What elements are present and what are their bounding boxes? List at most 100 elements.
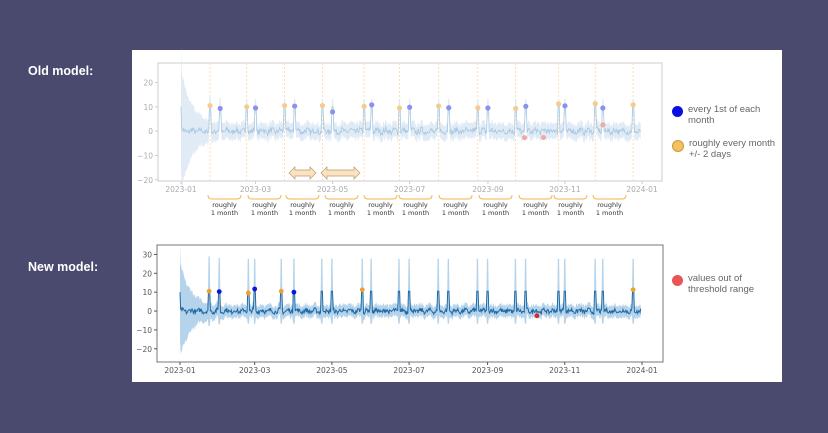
double-arrow-icon <box>320 166 361 180</box>
bracket <box>285 194 320 200</box>
x-tick-label: 2023-01 <box>165 185 197 194</box>
new-model-label: New model: <box>28 260 99 274</box>
bracket <box>478 194 513 200</box>
x-tick-label: 2023-05 <box>316 366 348 375</box>
bracket-label: roughly <box>483 201 508 209</box>
blue-marker <box>485 105 491 111</box>
orange-marker <box>556 101 562 107</box>
orange-marker <box>281 102 288 109</box>
orange-marker <box>319 102 326 109</box>
legend-item-monthly-first: every 1st of each month <box>672 104 782 126</box>
x-tick-label: 2023-11 <box>549 185 581 194</box>
bracket-label: 1 month <box>402 209 429 217</box>
bracket-label: 1 month <box>442 209 469 217</box>
blue-marker <box>523 103 529 109</box>
bracket-label: roughly <box>403 201 428 209</box>
bracket-label: 1 month <box>211 209 238 217</box>
bracket-label: roughly <box>443 201 468 209</box>
y-tick-label: 0 <box>147 307 152 316</box>
legend-item-roughly-monthly: roughly every month +/- 2 days <box>672 138 782 160</box>
orange-marker <box>592 101 598 107</box>
bracket-label: roughly <box>523 201 548 209</box>
old-model-label: Old model: <box>28 64 94 78</box>
x-tick-label: 2023-09 <box>472 185 504 194</box>
orange-marker <box>436 103 442 109</box>
orange-marker <box>396 105 403 111</box>
orange-marker <box>206 288 212 294</box>
y-tick-label: 0 <box>148 127 153 136</box>
y-tick-label: −20 <box>136 345 152 354</box>
bracket-label: 1 month <box>328 209 355 217</box>
blue-marker <box>292 103 298 109</box>
red-dot-icon <box>672 275 683 286</box>
bracket-label: 1 month <box>289 209 316 217</box>
bracket-label: roughly <box>290 201 315 209</box>
x-tick-label: 2024-01 <box>626 366 658 375</box>
blue-marker <box>217 105 223 112</box>
x-tick-label: 2023-07 <box>394 185 426 194</box>
orange-marker <box>278 288 284 294</box>
x-tick-label: 2024-01 <box>626 185 658 194</box>
bracket-label: 1 month <box>522 209 549 217</box>
legend-text: every 1st of each month <box>688 104 761 126</box>
orange-dot-icon <box>672 140 684 152</box>
bracket-label: 1 month <box>482 209 509 217</box>
confidence-band <box>180 244 641 355</box>
blue-marker <box>252 286 258 292</box>
orange-marker <box>513 105 519 112</box>
bracket <box>398 194 433 200</box>
blue-marker <box>407 104 413 110</box>
orange-marker <box>207 102 213 109</box>
orange-marker <box>244 104 250 110</box>
x-tick-label: 2023-07 <box>393 366 425 375</box>
bracket-label: roughly <box>368 201 393 209</box>
red-marker <box>534 313 540 319</box>
blue-marker <box>216 289 222 295</box>
bracket-label: roughly <box>558 201 583 209</box>
blue-marker <box>562 103 568 109</box>
bracket <box>247 194 282 200</box>
plot-area <box>157 62 663 182</box>
old-model-chart: 20 10 0 −10 −20 2023-01 2023-03 2023-05 2023-07 2… <box>137 45 663 217</box>
x-tick-label: 2023-03 <box>240 185 272 194</box>
x-tick-label: 2023-11 <box>549 366 581 375</box>
red-marker <box>540 134 547 141</box>
blue-marker <box>329 109 336 115</box>
orange-marker <box>359 287 365 293</box>
bracket-label: 1 month <box>251 209 278 217</box>
bracket <box>438 194 473 200</box>
bracket <box>207 194 242 200</box>
blue-marker <box>291 289 297 295</box>
x-tick-label: 2023-09 <box>472 366 504 375</box>
bracket-label: roughly <box>329 201 354 209</box>
new-model-chart: 30 20 10 0 −10 −20 2023-01 2023-03 2023-05 2023-0… <box>136 244 664 375</box>
bracket-label: roughly <box>252 201 277 209</box>
y-tick-label: −10 <box>137 151 153 160</box>
orange-marker <box>245 290 251 296</box>
bracket-label: roughly <box>597 201 622 209</box>
series-line <box>180 106 641 137</box>
bracket-label: 1 month <box>557 209 584 217</box>
y-tick-label: 20 <box>142 269 152 278</box>
series-line <box>179 290 642 317</box>
blue-marker <box>252 105 259 111</box>
blue-marker <box>369 102 375 108</box>
red-marker <box>521 135 528 141</box>
x-tick-label: 2023-01 <box>164 366 196 375</box>
bracket-label: roughly <box>212 201 237 209</box>
legend-text: values out of threshold range <box>688 273 755 295</box>
legend-item-out-of-threshold: values out of threshold range <box>672 273 782 295</box>
y-tick-label: −10 <box>136 326 152 335</box>
bracket-label: 1 month <box>596 209 623 217</box>
bracket <box>518 194 553 200</box>
red-marker <box>600 122 606 128</box>
y-tick-label: −20 <box>137 176 153 185</box>
bracket <box>363 194 398 200</box>
y-tick-label: 10 <box>142 288 152 297</box>
orange-marker <box>361 103 367 109</box>
bracket-label: 1 month <box>367 209 394 217</box>
blue-dot-icon <box>672 106 683 117</box>
blue-marker <box>446 105 452 111</box>
bracket <box>592 194 627 200</box>
